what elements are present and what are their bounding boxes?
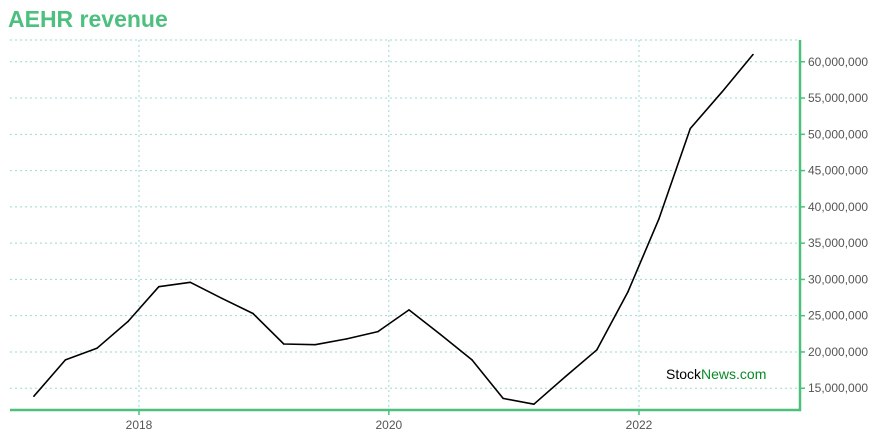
data-point (596, 349, 598, 351)
tick-labels: 15,000,000 20,000,000 25,000,000 30,000,000… (126, 55, 869, 432)
data-point (658, 218, 660, 220)
data-point (314, 343, 317, 346)
y-tick-label: 15,000,000 (808, 381, 868, 395)
revenue-series-line (33, 53, 754, 406)
chart-title: AEHR revenue (8, 6, 168, 32)
data-point (158, 285, 160, 288)
data-point (627, 290, 629, 293)
y-tick-label: 20,000,000 (808, 345, 868, 359)
data-point (96, 347, 98, 350)
y-tick-label: 55,000,000 (808, 91, 868, 105)
data-point (471, 359, 473, 361)
watermark-part1: Stock (666, 366, 702, 382)
y-tick-label: 35,000,000 (808, 236, 868, 250)
data-point (64, 359, 67, 361)
y-tick-label: 45,000,000 (808, 164, 868, 178)
watermark-part2: News.com (701, 366, 766, 382)
data-point (377, 330, 379, 333)
x-tick-label: 2022 (626, 418, 653, 432)
y-tick-label: 25,000,000 (808, 309, 868, 323)
data-point (689, 127, 692, 130)
data-point (252, 312, 254, 315)
grid-lines (10, 39, 800, 410)
x-tick-label: 2018 (126, 418, 153, 432)
data-point (221, 297, 223, 300)
data-point (533, 403, 535, 406)
y-tick-label: 60,000,000 (808, 55, 868, 69)
data-point (439, 333, 442, 336)
data-point (283, 343, 285, 345)
y-tick-label: 50,000,000 (808, 127, 868, 141)
y-tick-label: 40,000,000 (808, 200, 868, 214)
x-tick-label: 2020 (375, 418, 402, 432)
axes (10, 40, 805, 415)
data-point (345, 338, 348, 340)
data-point (502, 397, 504, 400)
data-point (189, 281, 192, 284)
data-point (564, 375, 567, 378)
y-tick-label: 30,000,000 (808, 272, 868, 286)
data-point (721, 91, 723, 93)
data-point (33, 395, 35, 398)
watermark: StockNews.com (666, 366, 766, 382)
data-point (408, 309, 410, 311)
series-layer (33, 53, 754, 406)
data-point (127, 320, 129, 323)
data-point (752, 53, 754, 56)
